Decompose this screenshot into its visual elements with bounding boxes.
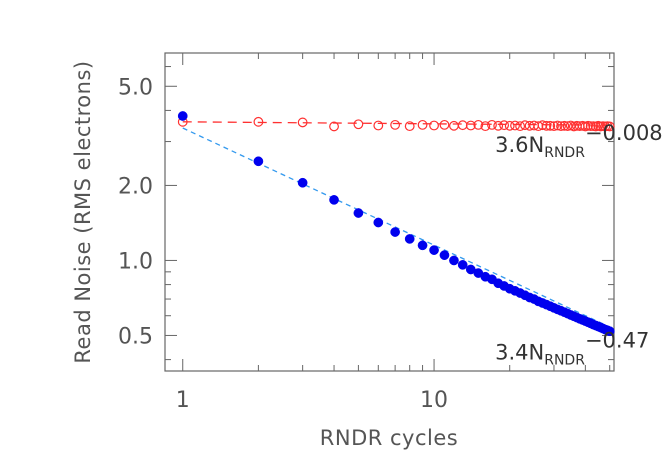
x-axis-label: RNDR cycles bbox=[320, 426, 458, 450]
filled-point bbox=[297, 177, 308, 188]
open-point bbox=[493, 120, 504, 131]
open-point bbox=[499, 120, 510, 131]
open-point bbox=[504, 120, 515, 131]
open-point bbox=[556, 121, 566, 132]
open-point bbox=[404, 121, 415, 132]
filled-point bbox=[417, 240, 428, 251]
filled-point bbox=[177, 111, 188, 121]
open-point bbox=[417, 119, 428, 130]
open-point bbox=[329, 121, 339, 132]
filled-point bbox=[429, 245, 439, 255]
open-point bbox=[585, 121, 596, 132]
open-point bbox=[537, 120, 548, 131]
filled-point bbox=[353, 208, 364, 218]
fit-line-1 bbox=[182, 121, 610, 126]
filled-point bbox=[457, 260, 468, 270]
filled-point bbox=[329, 195, 339, 205]
axis-ticks bbox=[165, 53, 614, 371]
open-point bbox=[473, 119, 484, 130]
y-axis-label: Read Noise (RMS electrons) bbox=[71, 60, 95, 363]
open-point bbox=[439, 119, 450, 130]
fit-annotations: 3.6NRNDR−0.008 3.4NRNDR−0.47 bbox=[495, 121, 663, 368]
x-tick-label: 10 bbox=[420, 388, 448, 413]
filled-point bbox=[604, 326, 615, 337]
x-tick-label: 1 bbox=[176, 388, 190, 413]
y-tick-label: 5.0 bbox=[118, 75, 153, 100]
fit-equation-2: 3.4NRNDR−0.47 bbox=[495, 329, 649, 369]
open-point bbox=[353, 119, 364, 130]
filled-point bbox=[439, 250, 450, 261]
open-point bbox=[604, 121, 615, 132]
open-point bbox=[390, 119, 401, 130]
open-point bbox=[480, 121, 491, 132]
open-point bbox=[253, 116, 264, 127]
plot-frame bbox=[164, 52, 615, 372]
open-point bbox=[510, 120, 520, 131]
open-point bbox=[297, 117, 308, 128]
tick-labels: 1 10 0.5 1.0 2.0 5.0 bbox=[118, 75, 448, 413]
open-point bbox=[429, 120, 439, 131]
filled-point bbox=[253, 156, 264, 167]
y-tick-label: 2.0 bbox=[118, 174, 153, 199]
y-tick-label: 0.5 bbox=[118, 324, 153, 349]
filled-point bbox=[449, 255, 459, 266]
open-point bbox=[549, 121, 559, 132]
y-tick-label: 1.0 bbox=[118, 249, 153, 274]
open-point bbox=[545, 120, 556, 131]
open-point bbox=[465, 120, 476, 131]
filled-point bbox=[404, 234, 415, 244]
filled-point bbox=[373, 217, 384, 228]
data-points bbox=[177, 111, 615, 337]
open-point bbox=[457, 120, 468, 131]
open-point bbox=[487, 119, 497, 130]
open-point bbox=[552, 120, 563, 131]
open-point bbox=[373, 120, 384, 131]
open-point bbox=[541, 120, 552, 131]
open-point bbox=[449, 120, 459, 131]
open-point bbox=[559, 120, 570, 131]
open-point bbox=[515, 121, 526, 132]
filled-point bbox=[390, 227, 400, 237]
fit-equation-1: 3.6NRNDR−0.008 bbox=[495, 121, 663, 161]
